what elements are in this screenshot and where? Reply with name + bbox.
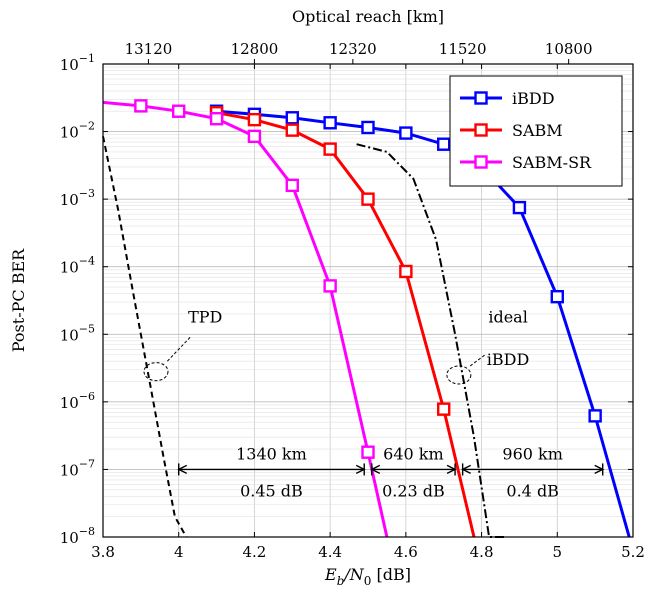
y-tick-exponent: −8 <box>79 525 95 538</box>
y-tick-label: 10−8 <box>60 525 95 547</box>
y-tick-base: 10 <box>60 461 79 479</box>
x-tick-label: 5 <box>553 543 563 561</box>
y-axis-title: Post-PC BER <box>9 248 28 352</box>
y-tick-base: 10 <box>60 56 79 74</box>
legend-label: SABM <box>512 121 563 140</box>
x2-tick-label: 13120 <box>125 40 173 58</box>
data-point <box>285 123 299 137</box>
y-tick-exponent: −1 <box>79 52 95 65</box>
legend-label: iBDD <box>512 89 555 108</box>
y-tick-exponent: −2 <box>79 120 95 133</box>
series-line-1 <box>216 111 476 538</box>
x-axis-title-part: E <box>324 565 337 584</box>
x-tick-label: 4 <box>174 543 184 561</box>
x2-axis-title: Optical reach [km] <box>292 7 444 26</box>
ideal-annotation: ideal <box>488 307 527 326</box>
x-tick-label: 4.8 <box>470 543 494 561</box>
data-point <box>247 129 262 144</box>
y-tick-label: 10−1 <box>60 52 95 74</box>
data-point <box>437 402 451 416</box>
x-axis-title-part: b <box>337 574 345 588</box>
reference-curve-1 <box>356 143 505 538</box>
data-point <box>323 116 337 130</box>
y-tick-label: 10−6 <box>60 390 95 412</box>
x-axis-title: Eb/N0 [dB] <box>324 565 411 588</box>
data-point <box>437 137 451 151</box>
y-tick-exponent: −3 <box>79 187 95 200</box>
x-tick-label: 4.2 <box>242 543 266 561</box>
plot-frame <box>102 63 634 538</box>
gap-db-label: 0.4 dB <box>506 481 559 500</box>
x-tick-label: 4.6 <box>394 543 418 561</box>
axes-frame <box>102 59 634 538</box>
curves <box>102 99 631 538</box>
y-tick-label: 10−7 <box>60 457 95 479</box>
gap-db-label: 0.23 dB <box>382 481 445 500</box>
y-tick-base: 10 <box>60 326 79 344</box>
x2-tick-label: 10800 <box>545 40 593 58</box>
data-point <box>550 289 564 304</box>
y-tick-exponent: −5 <box>79 322 95 335</box>
x-axis-title-part: [dB] <box>371 565 411 584</box>
data-point <box>361 192 375 206</box>
gap-db-label: 0.45 dB <box>240 481 303 500</box>
legend-label: SABM-SR <box>512 153 592 172</box>
ibdd-annotation: iBDD <box>487 350 530 369</box>
x2-tick-label: 12800 <box>231 40 279 58</box>
data-point <box>588 409 602 423</box>
legend-marker <box>474 91 488 105</box>
y-tick-label: 10−3 <box>60 187 95 209</box>
gap-distance-label: 1340 km <box>236 444 307 463</box>
y-tick-label: 10−4 <box>60 255 95 277</box>
tpd-annotation: TPD <box>188 307 222 326</box>
x-tick-label: 4.4 <box>318 543 342 561</box>
tpd-pointer-ellipse <box>143 362 169 382</box>
y-tick-label: 10−2 <box>60 120 95 142</box>
tpd-pointer-line <box>166 337 191 362</box>
y-tick-exponent: −7 <box>79 457 95 470</box>
data-point <box>285 178 299 193</box>
x-tick-label: 5.2 <box>621 543 645 561</box>
labels: 1340 km 0.45 dB 640 km 0.23 dB 960 km 0.4 dB T… <box>9 7 645 588</box>
y-tick-label: 10−5 <box>60 322 95 344</box>
x2-tick-label: 12320 <box>329 40 377 58</box>
data-point <box>172 104 186 118</box>
data-point <box>399 126 413 140</box>
data-point <box>247 112 262 127</box>
x-axis-title-part: 0 <box>364 574 372 588</box>
data-point <box>361 445 375 459</box>
reference-curve-0 <box>102 136 188 538</box>
data-point <box>399 264 413 279</box>
y-tick-base: 10 <box>60 124 79 142</box>
data-point <box>512 200 527 215</box>
y-tick-exponent: −6 <box>79 390 95 403</box>
y-tick-exponent: −4 <box>79 255 95 268</box>
legend-marker <box>474 123 488 137</box>
x-axis-title-part: /N <box>342 565 364 584</box>
y-tick-base: 10 <box>60 259 79 277</box>
data-point <box>323 142 337 156</box>
x2-tick-label: 11520 <box>439 40 487 58</box>
gap-distance-label: 640 km <box>383 444 444 463</box>
y-tick-base: 10 <box>60 394 79 412</box>
y-tick-base: 10 <box>60 529 79 547</box>
data-point <box>285 111 299 125</box>
legend-marker <box>474 155 488 169</box>
ibdd-pointer-ellipse <box>446 365 472 385</box>
data-point <box>209 112 224 126</box>
gap-distance-label: 960 km <box>502 444 563 463</box>
data-point <box>323 279 337 293</box>
y-tick-base: 10 <box>60 191 79 209</box>
x-tick-label: 3.8 <box>91 543 115 561</box>
data-point <box>134 99 148 113</box>
data-point <box>361 120 375 135</box>
ibdd-pointer-line <box>469 354 486 367</box>
legend: iBDD SABM SABM-SR <box>449 75 623 187</box>
